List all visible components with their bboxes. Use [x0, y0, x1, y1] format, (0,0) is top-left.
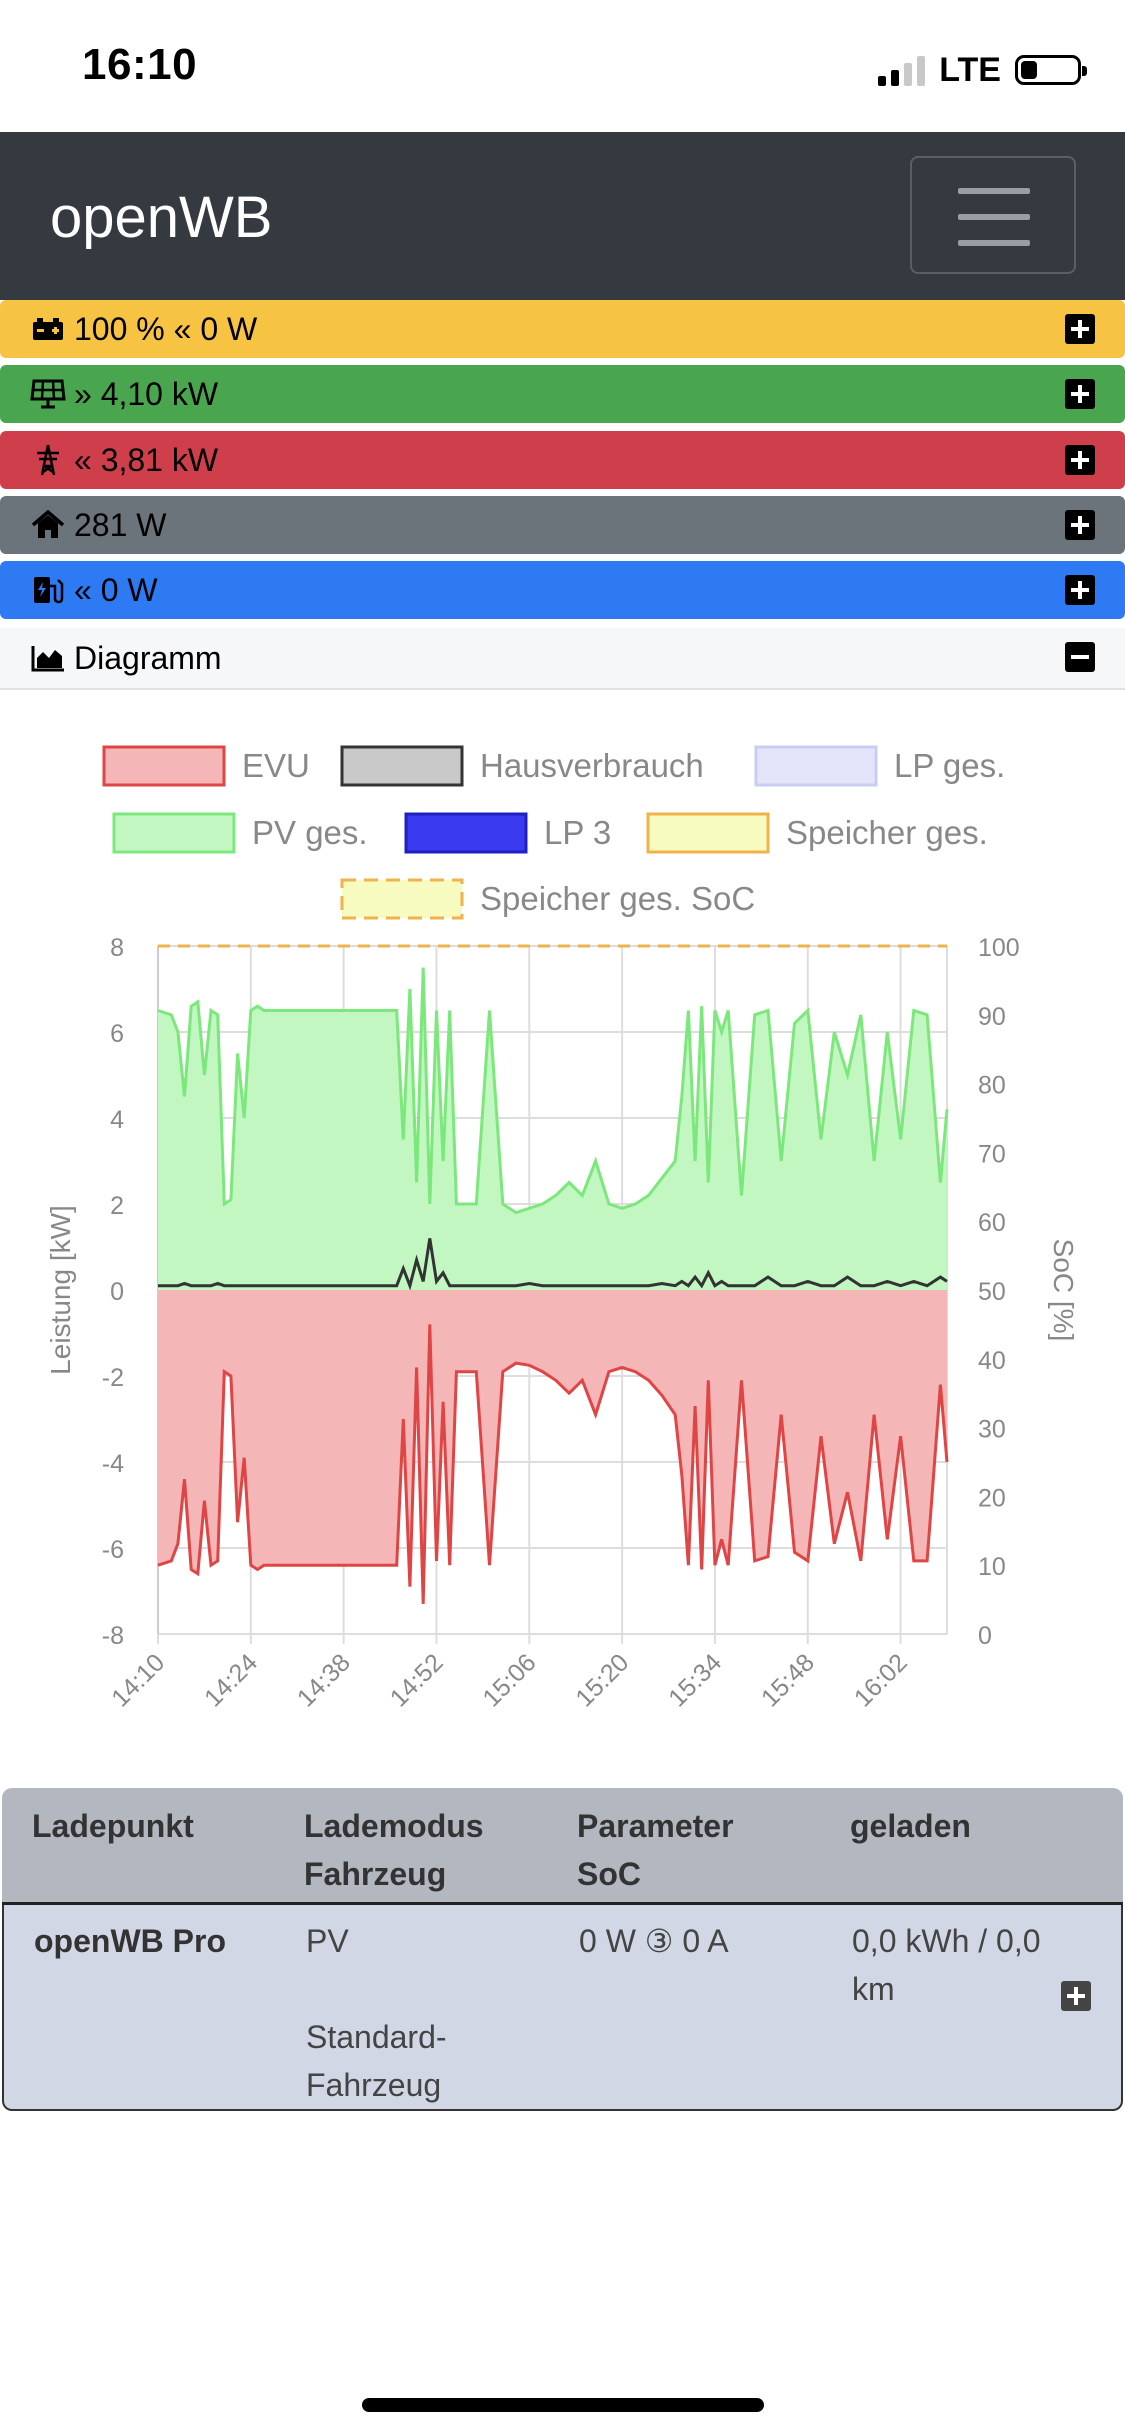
- expand-icon[interactable]: [1065, 445, 1095, 475]
- table-row[interactable]: openWB Pro PV Standard- Fahrzeug 0 W ③ 0 …: [2, 1905, 1123, 2111]
- y-tick-label: -8: [102, 1622, 124, 1650]
- y2-tick-label: 20: [978, 1484, 1006, 1512]
- x-tick-label: 15:06: [477, 1648, 541, 1712]
- y2-axis-label: SoC [%]: [1048, 1239, 1079, 1342]
- y2-tick-label: 100: [978, 934, 1020, 962]
- col-header-lademodus: Lademodus Fahrzeug: [304, 1808, 484, 1892]
- expand-icon[interactable]: [1065, 575, 1095, 605]
- y-tick-label: -6: [102, 1536, 124, 1564]
- cellular-signal-icon: [878, 54, 926, 86]
- evu-line: [157, 1324, 949, 1604]
- charged-energy: 0,0 kWh / 0,0 km: [852, 1923, 1041, 2007]
- legend-swatch: [404, 812, 528, 854]
- y2-tick-label: 40: [978, 1347, 1006, 1375]
- y-tick-label: -2: [102, 1364, 124, 1392]
- y2-tick-label: 80: [978, 1072, 1006, 1100]
- battery-summary-text: 100 % « 0 W: [74, 310, 258, 347]
- col-header-geladen: geladen: [850, 1808, 971, 1844]
- chargepoint-summary-row[interactable]: « 0 W: [0, 561, 1125, 619]
- legend-swatch: [340, 878, 464, 920]
- legend-swatch: [646, 812, 770, 854]
- x-tick-label: 16:02: [849, 1648, 913, 1712]
- y2-tick-label: 90: [978, 1003, 1006, 1031]
- collapse-icon[interactable]: [1065, 642, 1095, 672]
- y-tick-label: 4: [110, 1106, 124, 1134]
- house-summary-text: 281 W: [74, 506, 167, 543]
- legend-label: PV ges.: [252, 814, 368, 851]
- legend-swatch: [112, 812, 236, 854]
- chargepoint-name: openWB Pro: [34, 1923, 226, 1959]
- network-type: LTE: [939, 50, 1001, 89]
- y-tick-label: 0: [110, 1278, 124, 1306]
- x-tick-label: 15:20: [570, 1648, 634, 1712]
- diagram-header-row[interactable]: Diagramm: [0, 628, 1125, 690]
- y-tick-label: 6: [110, 1020, 124, 1048]
- y2-tick-label: 70: [978, 1140, 1006, 1168]
- y2-tick-label: 60: [978, 1209, 1006, 1237]
- legend-label: Speicher ges.: [786, 814, 988, 851]
- pv-area: [158, 967, 947, 1290]
- y2-tick-label: 0: [978, 1622, 992, 1650]
- solar-panel-icon: [30, 378, 66, 410]
- chargepoint-summary-text: « 0 W: [74, 571, 158, 608]
- y-tick-label: -4: [102, 1450, 124, 1478]
- x-tick-label: 14:24: [199, 1648, 263, 1712]
- charge-mode: PV: [306, 1923, 349, 1959]
- home-icon: [30, 509, 66, 541]
- y-tick-label: 8: [110, 934, 124, 962]
- status-time: 16:10: [82, 40, 198, 89]
- hamburger-icon: [958, 188, 1030, 266]
- y2-tick-label: 10: [978, 1553, 1006, 1581]
- battery-car-icon: [30, 313, 66, 345]
- x-tick-label: 14:52: [385, 1648, 449, 1712]
- expand-icon[interactable]: [1065, 510, 1095, 540]
- power-tower-icon: [30, 444, 66, 476]
- legend-swatch: [340, 745, 464, 787]
- y2-tick-label: 50: [978, 1278, 1006, 1306]
- expand-icon[interactable]: [1065, 314, 1095, 344]
- battery-summary-row[interactable]: 100 % « 0 W: [0, 300, 1125, 358]
- pv-summary-text: » 4,10 kW: [74, 375, 219, 412]
- col-header-parameter: Parameter SoC: [577, 1808, 734, 1892]
- col-header-ladepunkt: Ladepunkt: [32, 1808, 194, 1844]
- home-indicator: [362, 2398, 764, 2412]
- legend-label: LP 3: [544, 814, 611, 851]
- x-tick-label: 15:34: [663, 1648, 727, 1712]
- charge-parameters: 0 W ③ 0 A: [579, 1923, 729, 1959]
- chargepoint-table: Ladepunkt Lademodus Fahrzeug Parameter SoC…: [2, 1788, 1123, 2111]
- legend-label: LP ges.: [894, 747, 1005, 784]
- legend-swatch: [102, 745, 226, 787]
- grid-summary-row[interactable]: « 3,81 kW: [0, 431, 1125, 489]
- grid-summary-text: « 3,81 kW: [74, 441, 219, 478]
- expand-icon[interactable]: [1061, 1981, 1091, 2011]
- status-indicators: LTE: [878, 50, 1087, 90]
- house-line: [158, 1238, 948, 1291]
- y-axis-label: Leistung [kW]: [45, 1205, 76, 1375]
- legend-label: Speicher ges. SoC: [480, 880, 755, 917]
- table-header: Ladepunkt Lademodus Fahrzeug Parameter SoC…: [2, 1788, 1123, 1905]
- power-chart: EVU Hausverbrauch LP ges. PV ges. LP 3 Speich…: [0, 692, 1125, 1784]
- vehicle-name: Standard- Fahrzeug: [306, 2019, 447, 2103]
- evu-area: [158, 1290, 947, 1604]
- x-tick-label: 14:10: [106, 1648, 170, 1712]
- pv-line: [157, 967, 949, 1215]
- ev-charger-icon: [30, 574, 66, 606]
- legend-label: EVU: [242, 747, 310, 784]
- house-summary-row[interactable]: 281 W: [0, 496, 1125, 554]
- legend-swatch: [754, 745, 878, 787]
- area-chart-icon: [30, 642, 66, 674]
- diagram-header-text: Diagramm: [74, 639, 222, 676]
- status-bar: 16:10 LTE: [0, 0, 1125, 132]
- battery-icon: [1015, 55, 1087, 85]
- menu-toggle-button[interactable]: [910, 156, 1076, 274]
- x-tick-label: 15:48: [756, 1648, 820, 1712]
- pv-summary-row[interactable]: » 4,10 kW: [0, 365, 1125, 423]
- navbar: openWB: [0, 132, 1125, 300]
- x-tick-label: 14:38: [292, 1648, 356, 1712]
- expand-icon[interactable]: [1065, 379, 1095, 409]
- y2-tick-label: 30: [978, 1416, 1006, 1444]
- legend-label: Hausverbrauch: [480, 747, 704, 784]
- brand-title[interactable]: openWB: [50, 185, 273, 250]
- y-tick-label: 2: [110, 1192, 124, 1220]
